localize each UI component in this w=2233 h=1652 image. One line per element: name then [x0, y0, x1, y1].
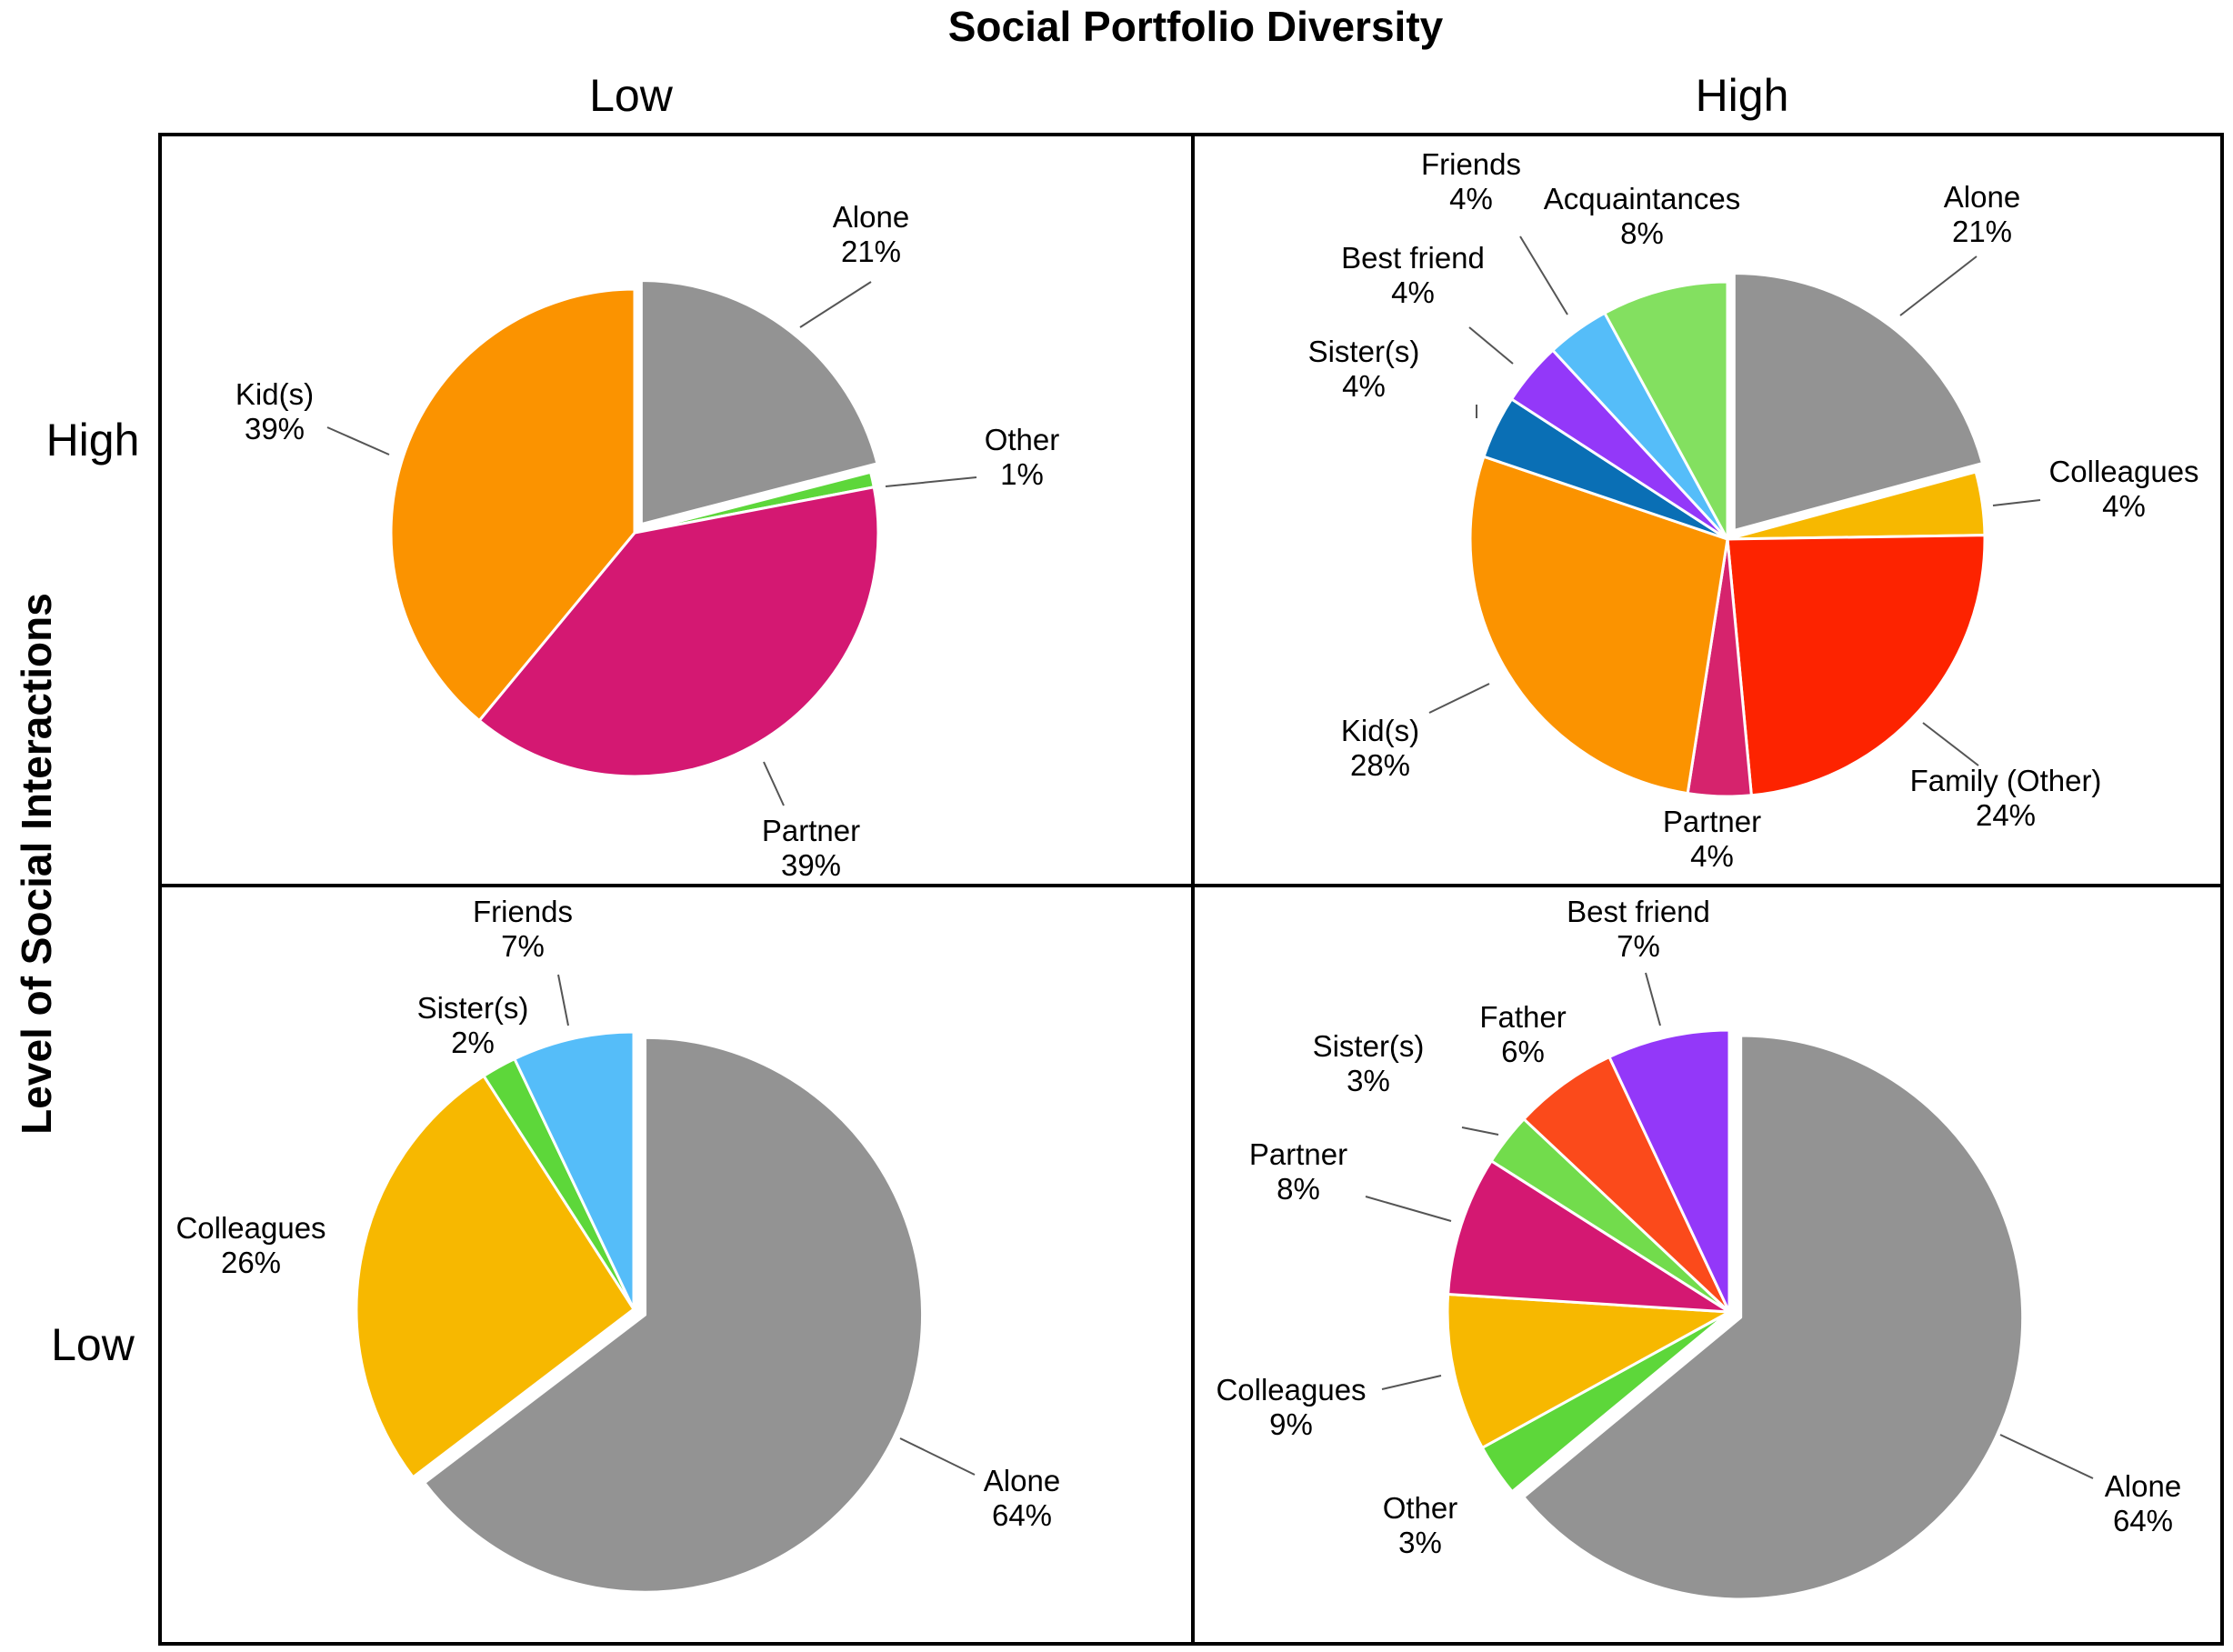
leader-line-best-friend	[1468, 326, 1514, 365]
slice-percent-kid-s: 28%	[1350, 748, 1410, 782]
leader-line-alone	[1899, 255, 1978, 316]
row-header-low: Low	[51, 1319, 135, 1370]
slice-label-alone: Alone	[984, 1464, 1060, 1497]
slice-percent-friends: 4%	[1449, 182, 1493, 215]
pie-slice-alone	[639, 279, 879, 526]
slice-label-sister-s: Sister(s)	[1313, 1029, 1425, 1063]
slice-percent-partner: 39%	[781, 848, 841, 882]
slice-percent-sister-s: 3%	[1347, 1064, 1390, 1097]
slice-percent-acquaintances: 8%	[1620, 216, 1664, 250]
leader-line-alone	[1999, 1434, 2094, 1479]
slice-percent-kid-s: 39%	[245, 412, 305, 446]
slice-label-alone: Alone	[2105, 1469, 2181, 1503]
panel-low-high	[1191, 884, 2224, 1646]
figure-title: Social Portfolio Diversity	[947, 3, 1444, 50]
slice-label-other: Other	[985, 423, 1060, 456]
slice-percent-sister-s: 2%	[451, 1026, 495, 1059]
leader-line-alone	[799, 281, 872, 328]
slice-percent-other: 1%	[1000, 457, 1044, 491]
slice-label-sister-s: Sister(s)	[417, 991, 529, 1025]
slice-label-family-other: Family (Other)	[1910, 764, 2102, 797]
slice-percent-alone: 64%	[992, 1498, 1052, 1532]
leader-line-kid-s	[326, 426, 390, 456]
slice-label-colleagues: Colleagues	[2048, 455, 2198, 488]
pie-slice-colleagues	[1446, 1293, 1731, 1449]
slice-label-kid-s: Kid(s)	[235, 377, 314, 411]
pie-slice-alone	[1732, 271, 1984, 532]
pie-slice-partner	[477, 486, 880, 778]
leader-line-family-other	[1922, 722, 1979, 766]
leader-line-friends	[557, 974, 569, 1026]
row-header-high: High	[45, 415, 140, 466]
column-header-high: High	[1695, 70, 1789, 121]
pie-slice-partner	[1447, 1159, 1731, 1314]
slice-percent-alone: 21%	[1952, 215, 2012, 248]
slice-label-other: Other	[1383, 1491, 1458, 1525]
pie-slice-acquaintances	[1603, 280, 1729, 541]
slice-percent-sister-s: 4%	[1342, 369, 1386, 403]
slice-label-best-friend: Best friend	[1341, 241, 1485, 275]
leader-line-alone	[899, 1437, 976, 1476]
slice-percent-best-friend: 7%	[1617, 929, 1660, 963]
slice-label-acquaintances: Acquaintances	[1544, 182, 1740, 215]
slice-percent-partner: 4%	[1690, 839, 1734, 873]
slice-label-sister-s: Sister(s)	[1308, 335, 1420, 368]
slice-percent-friends: 7%	[501, 929, 545, 963]
slice-label-father: Father	[1479, 1000, 1566, 1034]
column-header-low: Low	[589, 70, 673, 121]
slice-percent-alone: 64%	[2113, 1504, 2173, 1537]
leader-line-colleagues	[1381, 1375, 1442, 1390]
pie-slice-kid-s	[1468, 455, 1729, 796]
leader-line-other	[885, 476, 977, 487]
leader-line-best-friend	[1645, 972, 1661, 1026]
slice-percent-colleagues: 9%	[1269, 1407, 1313, 1441]
slice-percent-alone: 21%	[841, 235, 901, 268]
pie-slice-friends	[513, 1030, 636, 1311]
slice-label-partner: Partner	[762, 814, 860, 847]
pie-slice-alone	[1522, 1034, 2025, 1601]
slice-label-alone: Alone	[833, 200, 909, 234]
leader-line-friends	[1519, 235, 1568, 315]
slice-label-friends: Friends	[1421, 147, 1521, 181]
pie-slice-alone	[423, 1036, 925, 1594]
leader-line-colleagues	[1992, 499, 2041, 506]
pie-slice-kid-s	[389, 287, 636, 722]
slice-percent-best-friend: 4%	[1391, 275, 1435, 309]
pie-slice-family-other	[1726, 534, 1987, 797]
slice-percent-partner: 8%	[1277, 1172, 1320, 1206]
slice-label-partner: Partner	[1663, 805, 1761, 838]
leader-line-partner	[763, 761, 785, 806]
slice-percent-family-other: 24%	[1976, 798, 2036, 832]
slice-label-alone: Alone	[1944, 180, 2020, 214]
slice-label-friends: Friends	[473, 895, 573, 928]
slice-percent-colleagues: 26%	[221, 1246, 281, 1279]
leader-line-partner	[1365, 1196, 1452, 1222]
slice-label-colleagues: Colleagues	[1216, 1373, 1366, 1407]
leader-line-kid-s	[1428, 683, 1490, 714]
slice-percent-other: 3%	[1398, 1526, 1442, 1559]
leader-line-sister-s	[1461, 1126, 1499, 1136]
slice-label-kid-s: Kid(s)	[1341, 714, 1419, 747]
pie-slice-best-friend	[1607, 1028, 1731, 1314]
pie-slice-colleagues	[355, 1074, 636, 1479]
slice-label-best-friend: Best friend	[1567, 895, 1710, 928]
slice-label-partner: Partner	[1249, 1137, 1347, 1171]
slice-label-colleagues: Colleagues	[175, 1211, 325, 1245]
slice-percent-colleagues: 4%	[2102, 489, 2146, 523]
slice-percent-father: 6%	[1501, 1035, 1545, 1068]
